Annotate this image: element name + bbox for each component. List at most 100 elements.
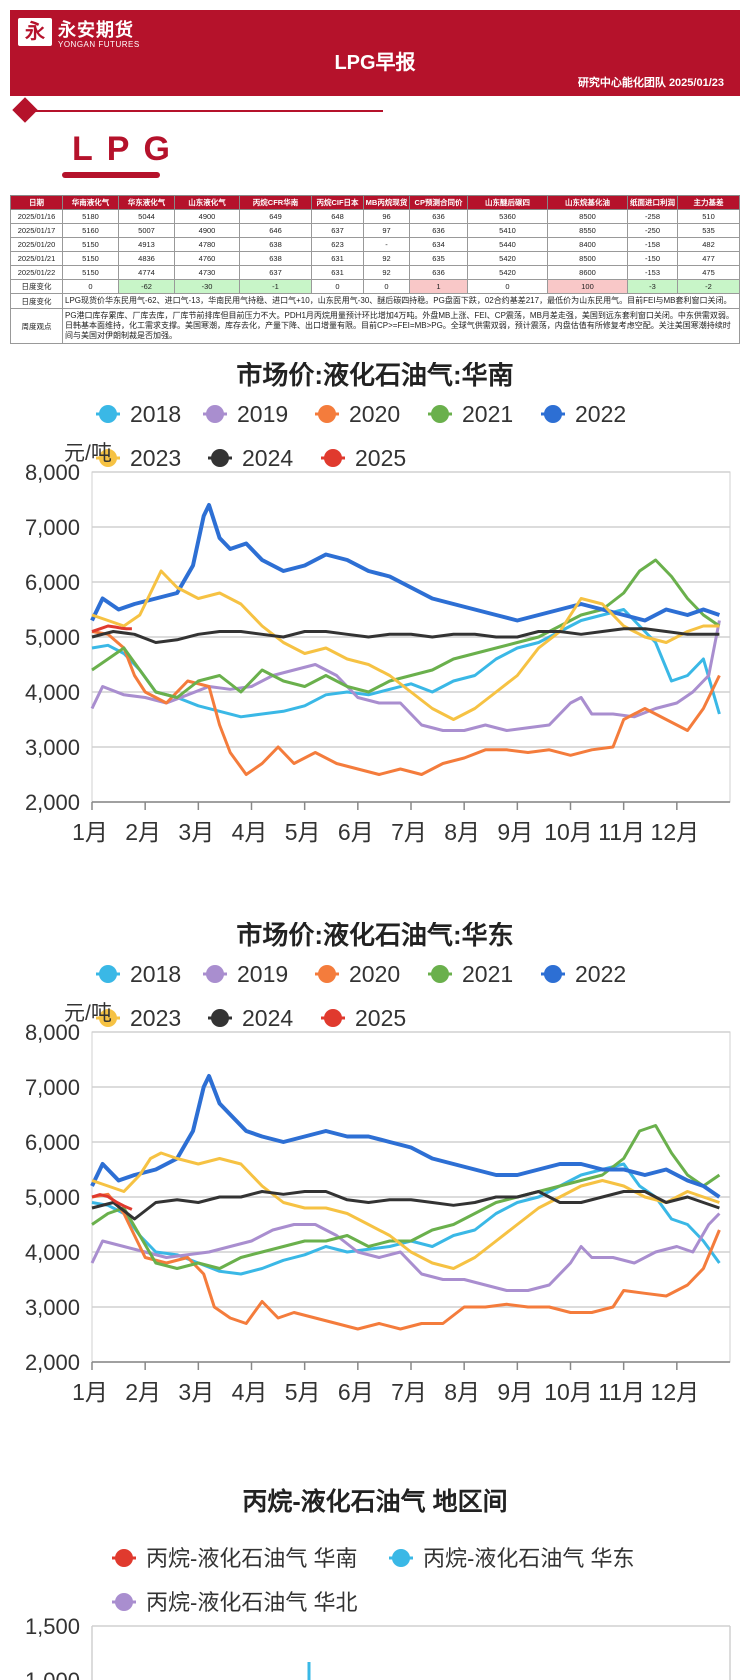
change-cell: -3 xyxy=(627,279,678,294)
chart-title: 市场价:液化石油气:华南 xyxy=(236,362,513,390)
legend-marker xyxy=(324,1009,342,1027)
table-cell: 477 xyxy=(677,251,740,266)
table-cell: 631 xyxy=(311,251,364,266)
y-tick-label: 6,000 xyxy=(25,570,80,595)
daily-comment-row: 日度变化 LPG现货价华东民用气-62、进口气-13，华南民用气持稳、进口气+10… xyxy=(10,293,740,309)
company-name-cn: 永安期货 xyxy=(58,20,134,40)
change-cell: 0 xyxy=(311,279,364,294)
report-header: 永 永安期货 YONGAN FUTURES LPG早报 研究中心能化团队 202… xyxy=(10,10,740,96)
legend-label: 2019 xyxy=(237,961,288,987)
x-tick-label: 3月 xyxy=(178,1379,214,1405)
table-cell: 8550 xyxy=(547,223,628,238)
table-body: 2025/01/16 5180 5044 4900 649 648 96 636 5360 850… xyxy=(10,209,740,344)
legend-marker xyxy=(99,1009,117,1027)
table-cell: 2025/01/17 xyxy=(10,223,63,238)
y-tick-label: 5,000 xyxy=(25,625,80,650)
chart-south-china-lpg-price: 市场价:液化石油气:华南 2018 2019 2020 2021 2022 2023 2024… xyxy=(25,362,731,845)
table-header-row: 日期 华南液化气 华东液化气 山东液化气 丙烷CFR华南 丙烷CIF日本 MB丙烷现货 CP预… xyxy=(10,195,740,210)
x-tick-label: 8月 xyxy=(444,819,480,845)
chart-east-china-lpg-price: 市场价:液化石油气:华东 2018 2019 2020 2021 2022 2023 2024… xyxy=(25,922,731,1405)
legend-label: 丙烷-液化石油气 华南 xyxy=(146,1546,357,1571)
y-tick-label: 1,500 xyxy=(25,1614,80,1639)
x-tick-label: 2月 xyxy=(125,1379,161,1405)
table-cell: 5150 xyxy=(62,251,119,266)
table-cell: 5150 xyxy=(62,237,119,252)
team-name: 研究中心能化团队 xyxy=(577,77,666,89)
x-tick-label: 11月 xyxy=(598,819,645,845)
change-cell: 0 xyxy=(62,279,119,294)
legend-label: 2024 xyxy=(242,445,293,471)
table-cell: 2025/01/21 xyxy=(10,251,63,266)
legend-marker xyxy=(211,449,229,467)
legend-marker xyxy=(318,405,336,423)
report-title: LPG早报 xyxy=(334,52,416,74)
table-header-cell: 山东液化气 xyxy=(174,195,240,210)
series-line-2022 xyxy=(90,1074,721,1199)
series-line-2019 xyxy=(90,620,721,732)
x-tick-label: 3月 xyxy=(178,819,214,845)
table-cell: 2025/01/16 xyxy=(10,209,63,224)
table-cell: 92 xyxy=(363,251,410,266)
legend-marker xyxy=(99,405,117,423)
chart-title: 丙烷-液化石油气 地区间 xyxy=(242,1487,507,1516)
table-cell: 4900 xyxy=(174,209,240,224)
y-tick-label: 4,000 xyxy=(25,1240,80,1265)
x-tick-label: 10月 xyxy=(544,819,593,845)
table-row: 2025/01/17 5160 5007 4900 646 637 97 636 5410 855… xyxy=(10,223,740,238)
change-cell: 1 xyxy=(409,279,468,294)
team-and-date: 研究中心能化团队 2025/01/23 xyxy=(578,74,724,90)
legend-marker xyxy=(115,1549,133,1567)
y-tick-label: 8,000 xyxy=(25,460,80,485)
y-tick-label: 3,000 xyxy=(25,735,80,760)
table-change-row: 日度变化 0 -62 -30 -1 0 0 1 0 100 -3 -2 xyxy=(10,279,740,294)
legend-marker xyxy=(99,965,117,983)
series-line-2025 xyxy=(91,1193,133,1211)
x-tick-label: 12月 xyxy=(651,819,700,845)
legend-label: 2025 xyxy=(355,1005,406,1031)
table-cell: - xyxy=(363,237,410,252)
company-name-en: YONGAN FUTURES xyxy=(58,40,140,49)
table-header-cell: 丙烷CIF日本 xyxy=(311,195,364,210)
table-header-cell: 纸面进口利润 xyxy=(627,195,678,210)
series-line-2021 xyxy=(91,1124,721,1270)
table-cell: 5420 xyxy=(467,251,548,266)
x-tick-label: 7月 xyxy=(391,819,427,845)
x-tick-label: 5月 xyxy=(285,819,321,845)
legend-marker xyxy=(392,1549,410,1567)
legend-label: 2020 xyxy=(349,961,400,987)
weekly-comment-row-text: PG港口库存累库、厂库去库，厂库节前排库但目前压力不大。PDH1月丙烷用量预计环… xyxy=(62,308,740,344)
table-cell: 4760 xyxy=(174,251,240,266)
legend-marker xyxy=(206,405,224,423)
table-cell: 634 xyxy=(409,237,468,252)
table-header-cell: CP预测合同价 xyxy=(409,195,468,210)
legend-label: 丙烷-液化石油气 华东 xyxy=(423,1546,634,1571)
series-line-2023 xyxy=(91,569,720,721)
company-logo-icon: 永 xyxy=(18,18,52,46)
weekly-comment-row-label: 周度观点 xyxy=(10,308,63,344)
table-cell: 638 xyxy=(239,237,312,252)
y-tick-label: 4,000 xyxy=(25,680,80,705)
table-cell: 510 xyxy=(677,209,740,224)
table-cell: 5420 xyxy=(467,265,548,280)
y-tick-label: 5,000 xyxy=(25,1185,80,1210)
change-cell: -2 xyxy=(677,279,740,294)
series-line-2020 xyxy=(91,1192,721,1331)
y-tick-label: 2,000 xyxy=(25,790,80,815)
weekly-comment-row: 周度观点 PG港口库存累库、厂库去库，厂库节前排库但目前压力不大。PDH1月丙烷用… xyxy=(10,308,740,344)
x-tick-label: 12月 xyxy=(651,1379,700,1405)
legend-marker xyxy=(211,1009,229,1027)
x-tick-label: 1月 xyxy=(72,1379,108,1405)
change-cell: -62 xyxy=(118,279,175,294)
legend-marker xyxy=(431,405,449,423)
y-tick-label: 2,000 xyxy=(25,1350,80,1375)
table-cell: 5007 xyxy=(118,223,175,238)
table-header-cell: 华东液化气 xyxy=(118,195,175,210)
table-row: 2025/01/20 5150 4913 4780 638 623-634 5440 8400… xyxy=(10,237,740,252)
legend-marker xyxy=(544,965,562,983)
change-cell: 0 xyxy=(467,279,548,294)
legend-label: 2021 xyxy=(462,401,513,427)
table-cell: 623 xyxy=(311,237,364,252)
table-cell: 92 xyxy=(363,265,410,280)
legend-label: 2025 xyxy=(355,445,406,471)
